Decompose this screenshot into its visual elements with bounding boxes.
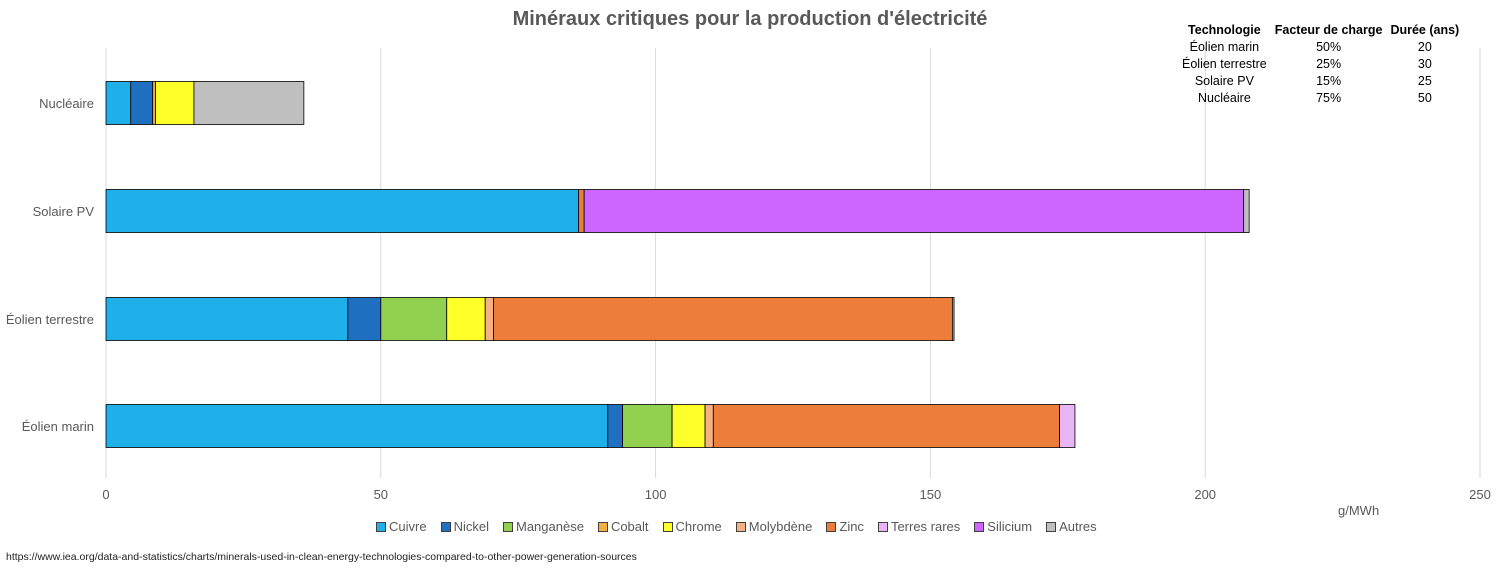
bar-segment <box>193 81 305 125</box>
legend-item: Terres rares <box>877 519 961 534</box>
chart-legend: Cuivre Nickel Manganèse Cobalt Chrome Molybdè… <box>376 519 1097 534</box>
legend-label: Molybdène <box>748 519 813 534</box>
x-tick-label: 250 <box>1469 487 1491 502</box>
legend-label: Zinc <box>839 519 864 534</box>
legend-label: Silicium <box>987 519 1033 534</box>
bar-segment <box>951 297 955 341</box>
info-table-header: Facteur de charge <box>1274 23 1383 37</box>
info-table-cell: Éolien marin <box>1189 39 1260 54</box>
legend-item: Chrome <box>662 519 722 534</box>
info-table-cell: Éolien terrestre <box>1182 56 1267 71</box>
legend-swatch <box>877 521 888 532</box>
legend-label: Manganèse <box>515 519 584 534</box>
info-table-cell: 25% <box>1316 56 1342 71</box>
technology-info-table: Technologie Facteur de charge Durée (ans… <box>1178 22 1463 106</box>
legend-swatch <box>662 521 673 532</box>
legend-item: Zinc <box>826 519 864 534</box>
bar-segment <box>1059 404 1076 448</box>
legend-swatch <box>376 521 386 532</box>
bar-segment <box>484 297 494 341</box>
info-table-row: Solaire PV 15% 25 <box>1178 72 1463 89</box>
x-tick-label: 0 <box>102 487 109 502</box>
info-table-cell: Nucléaire <box>1197 90 1251 105</box>
info-table-row: Nucléaire 75% 50 <box>1178 89 1463 106</box>
info-table-cell: 20 <box>1417 39 1432 54</box>
bar-segment <box>446 297 486 341</box>
category-label: Solaire PV <box>33 204 95 219</box>
info-table-header: Technologie <box>1188 23 1261 37</box>
bar-segment <box>671 404 706 448</box>
bar-segment <box>105 189 580 233</box>
bar-segment <box>130 81 154 125</box>
x-tick-label: 50 <box>374 487 388 502</box>
category-label: Éolien marin <box>22 419 94 434</box>
legend-swatch <box>826 521 837 532</box>
legend-swatch <box>1046 521 1057 532</box>
x-tick-label: 100 <box>645 487 667 502</box>
legend-item: Silicium <box>974 519 1032 534</box>
info-table-cell: 15% <box>1316 73 1342 88</box>
legend-label: Autres <box>1059 519 1097 534</box>
bar-segment <box>105 81 132 125</box>
legend-swatch <box>735 521 746 532</box>
category-label: Éolien terrestre <box>6 312 94 327</box>
bar-segment <box>105 297 349 341</box>
legend-item: Nickel <box>440 519 489 534</box>
legend-label: Nickel <box>453 519 489 534</box>
bar-segment <box>152 81 156 125</box>
bar-segment <box>347 297 382 341</box>
legend-item: Cuivre <box>376 519 427 534</box>
info-table-row: Éolien terrestre 25% 30 <box>1178 55 1463 72</box>
bar-segment <box>583 189 1245 233</box>
bar-segment <box>380 297 448 341</box>
category-label: Nucléaire <box>39 96 94 111</box>
legend-swatch <box>597 521 608 532</box>
info-table-cell: 50% <box>1316 39 1342 54</box>
chart-title: Minéraux critiques pour la production d'… <box>512 8 988 30</box>
info-table-cell: 25 <box>1417 73 1432 88</box>
info-table-cell: 50 <box>1417 90 1432 105</box>
bar-segment <box>704 404 714 448</box>
x-tick-label: 200 <box>1194 487 1216 502</box>
legend-label: Cobalt <box>610 519 649 534</box>
bar-segment <box>578 189 585 233</box>
legend-label: Chrome <box>675 519 722 534</box>
x-tick-label: 150 <box>920 487 942 502</box>
info-table-header: Durée (ans) <box>1390 23 1460 37</box>
legend-label: Cuivre <box>389 519 427 534</box>
bar-segment <box>155 81 195 125</box>
bar-segment <box>1243 189 1250 233</box>
bar-segment <box>105 404 609 448</box>
legend-item: Autres <box>1046 519 1097 534</box>
legend-label: Terres rares <box>890 519 961 534</box>
legend-item: Manganèse <box>502 519 584 534</box>
info-table-header-row: Technologie Facteur de charge Durée (ans… <box>1178 22 1463 38</box>
legend-item: Molybdène <box>735 519 813 534</box>
info-table-cell: Solaire PV <box>1194 73 1254 88</box>
x-axis-unit-label: g/MWh <box>1338 503 1380 518</box>
legend-swatch <box>974 521 985 532</box>
info-table-cell: 75% <box>1316 90 1342 105</box>
bar-segment <box>607 404 624 448</box>
source-url: https://www.iea.org/data-and-statistics/… <box>6 551 637 563</box>
info-table-row: Éolien marin 50% 20 <box>1178 38 1463 55</box>
bar-segment <box>622 404 673 448</box>
bar-segment <box>493 297 953 341</box>
legend-item: Cobalt <box>597 519 649 534</box>
legend-swatch <box>440 521 451 532</box>
bar-segment <box>712 404 1060 448</box>
legend-swatch <box>502 521 513 532</box>
info-table-cell: 30 <box>1417 56 1432 71</box>
